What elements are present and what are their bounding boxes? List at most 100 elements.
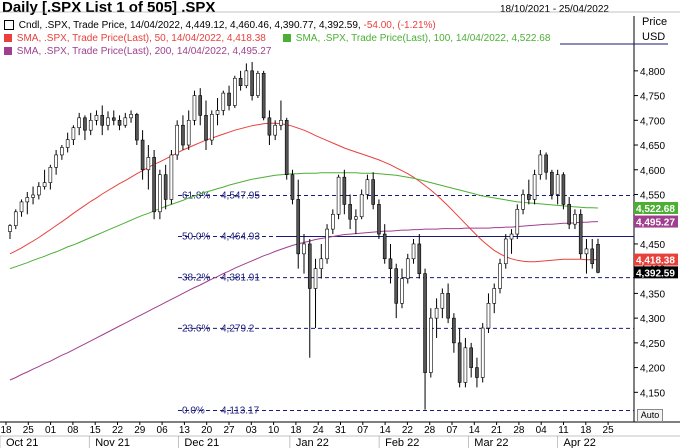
price-tag-bg <box>634 215 678 228</box>
candle-body <box>284 119 289 176</box>
candle-body <box>394 268 399 304</box>
candle-body <box>42 182 47 187</box>
x-month-label: Apr 22 <box>564 437 596 448</box>
candle-body <box>135 114 139 141</box>
y-tick-label: 4,350 <box>640 289 665 300</box>
x-month-label: Dec 21 <box>184 437 219 448</box>
candle-body <box>388 258 393 269</box>
candle-legend-text: Cndl, .SPX, Trade Price, 14/04/2022, 4,4… <box>18 20 436 31</box>
sma-legend-swatch-icon <box>4 34 12 43</box>
x-day-label: 22 <box>112 425 124 436</box>
candle-body <box>158 174 162 213</box>
candle-body <box>498 263 502 289</box>
x-day-label: 07 <box>446 425 458 436</box>
candle-body <box>469 347 473 368</box>
x-day-label: 22 <box>402 425 414 436</box>
candle-body <box>198 95 203 116</box>
candle-body <box>244 70 249 86</box>
x-day-label: 01 <box>45 425 57 436</box>
candle-body <box>65 139 70 148</box>
fib-level-label: 61.8% <box>182 191 210 202</box>
fib-level-value: 4,464.93 <box>221 232 260 243</box>
candle-body <box>544 154 548 173</box>
candle-body <box>503 238 508 265</box>
candle-body <box>54 154 58 168</box>
candle-body <box>509 233 514 240</box>
candle-body <box>140 139 145 171</box>
y-tick-label: 4,700 <box>640 116 665 127</box>
candle-body <box>515 209 520 235</box>
candle-body <box>342 176 347 205</box>
x-day-label: 14 <box>469 425 481 436</box>
legend-sma50: SMA, .SPX, Trade Price(Last), 50, 14/04/… <box>4 33 266 44</box>
candle-body <box>175 124 179 156</box>
candle-body <box>411 243 416 260</box>
price-axis-label: Price <box>642 16 668 28</box>
candle-body <box>146 157 151 171</box>
sma200-legend-text: SMA, .SPX, Trade Price(Last), 200, 14/04… <box>16 46 272 57</box>
sma-line-sma50 <box>9 122 599 263</box>
fib-level-value: 4,547.95 <box>221 191 260 202</box>
candle-body <box>192 95 197 121</box>
candle-body <box>359 194 364 218</box>
candle-body <box>354 216 358 220</box>
x-day-label: 20 <box>201 425 213 436</box>
candle-body <box>590 248 595 265</box>
x-month-label: Nov 21 <box>95 437 130 448</box>
x-day-label: 07 <box>357 425 369 436</box>
price-tag-bg <box>634 253 678 266</box>
candle-body <box>60 147 64 156</box>
candle-body <box>475 367 479 378</box>
fib-level-label: 0.0% <box>182 406 205 417</box>
candle-body <box>163 174 168 200</box>
x-day-label: 24 <box>313 425 325 436</box>
sma-line-sma100 <box>9 172 599 270</box>
x-day-label: 13 <box>179 425 191 436</box>
legend-sma100: SMA, .SPX, Trade Price(Last), 100, 14/04… <box>283 33 550 44</box>
price-tag-text: 4,522.68 <box>636 204 675 215</box>
candle-body <box>233 77 237 106</box>
y-tick-label: 4,650 <box>640 141 665 152</box>
candle-body <box>111 117 116 121</box>
date-range: 18/10/2021 - 25/04/2022 <box>500 4 609 15</box>
y-tick-label: 4,250 <box>640 339 665 350</box>
y-tick-label: 4,200 <box>640 364 665 375</box>
candle-body <box>452 317 456 344</box>
candle-body <box>325 228 329 260</box>
candle-body <box>538 154 543 176</box>
x-day-label: 21 <box>491 425 503 436</box>
fib-level-value: 4,113.17 <box>221 406 260 417</box>
candle-body <box>302 243 306 255</box>
candle-body <box>48 166 53 183</box>
candle-body <box>561 174 566 205</box>
y-tick-label: 4,300 <box>640 314 665 325</box>
candle-body <box>83 117 87 131</box>
candle-body <box>457 342 462 383</box>
candle-body <box>348 204 352 220</box>
candle-body <box>567 204 571 225</box>
y-tick-label: 4,750 <box>640 92 665 103</box>
candle-body <box>423 273 427 373</box>
candle-body <box>429 317 433 373</box>
candle-body <box>8 225 12 232</box>
x-day-label: 08 <box>67 425 79 436</box>
candle-body <box>290 174 295 200</box>
candle-body <box>313 268 318 289</box>
x-day-label: 06 <box>157 425 169 436</box>
candle-body <box>279 119 283 126</box>
fib-level-label: 23.6% <box>182 323 210 334</box>
candle-body <box>584 248 589 255</box>
x-day-label: 10 <box>268 425 280 436</box>
candle-body <box>521 194 525 210</box>
x-day-label: 04 <box>536 425 548 436</box>
price-tag-text: 4,392.59 <box>636 268 675 279</box>
x-month-label: Mar 22 <box>474 437 508 448</box>
candle-body <box>181 124 185 146</box>
candle-body <box>400 278 404 304</box>
candle-body <box>434 307 439 319</box>
price-change-text: -54.00, (-1.21%) <box>363 20 436 31</box>
candle-body <box>371 179 375 205</box>
auto-scale-button[interactable]: Auto <box>637 409 663 422</box>
candle-body <box>186 119 191 146</box>
